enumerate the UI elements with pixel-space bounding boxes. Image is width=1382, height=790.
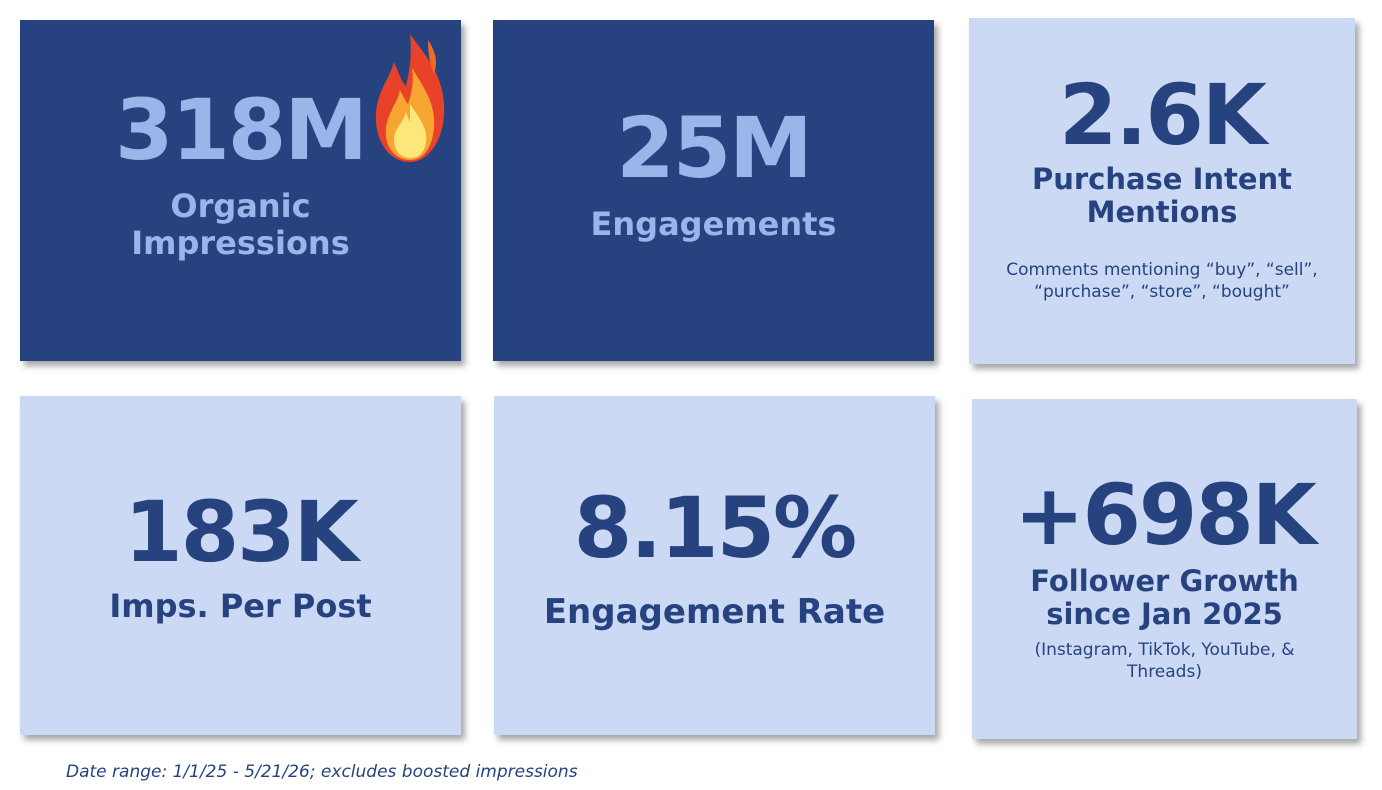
fire-icon (375, 34, 445, 162)
kpi-card: 183K Imps. Per Post (20, 396, 461, 735)
kpi-note: (Instagram, TikTok, YouTube, & Threads) (1034, 640, 1295, 683)
kpi-value: +698K (1014, 466, 1317, 564)
kpi-label: Engagements (590, 205, 837, 243)
kpi-card: 2.6K Purchase Intent Mentions Comments m… (969, 18, 1355, 364)
kpi-label: Organic Impressions (131, 187, 350, 262)
kpi-value: 2.6K (1059, 66, 1267, 164)
kpi-card: +698K Follower Growth since Jan 2025 (In… (972, 399, 1357, 739)
kpi-card: 318M Organic Impressions (20, 20, 461, 361)
kpi-value: 8.15% (573, 479, 857, 577)
kpi-value: 25M (616, 99, 812, 197)
kpi-value: 318M (115, 81, 368, 179)
kpi-label: Engagement Rate (543, 592, 886, 632)
kpi-card: 25M Engagements (493, 20, 934, 361)
kpi-label: Follower Growth since Jan 2025 (1030, 564, 1299, 632)
kpi-label: Purchase Intent Mentions (1031, 162, 1293, 230)
kpi-note: Comments mentioning “buy”, “sell”, “purc… (1006, 260, 1318, 303)
footnote: Date range: 1/1/25 - 5/21/26; excludes b… (66, 762, 578, 782)
kpi-value: 183K (124, 483, 358, 581)
kpi-card: 8.15% Engagement Rate (494, 396, 935, 735)
kpi-label: Imps. Per Post (109, 587, 372, 625)
